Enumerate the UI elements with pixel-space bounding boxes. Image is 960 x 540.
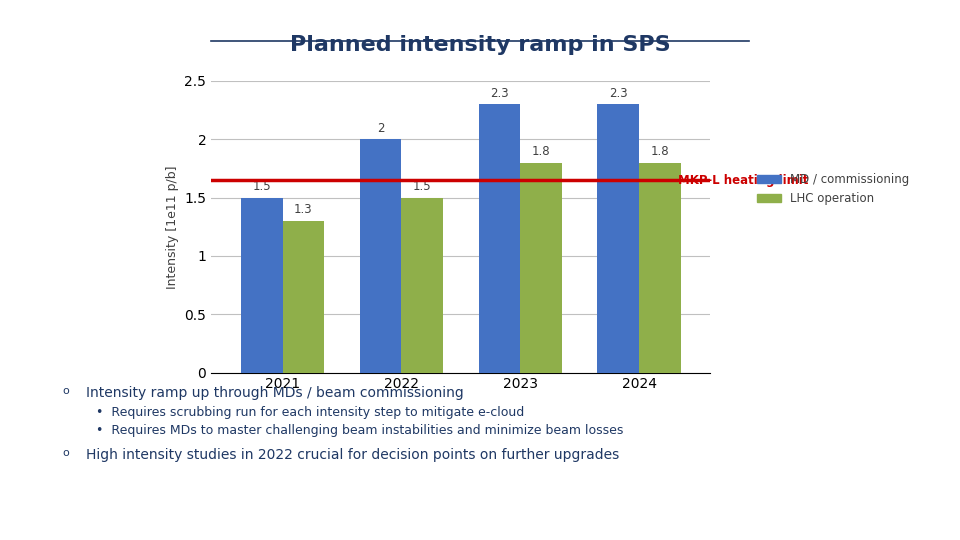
Text: IEFC, 9 October, 2020: IEFC, 9 October, 2020: [220, 504, 356, 517]
Bar: [241, 198, 282, 373]
Bar: [360, 139, 401, 373]
Text: CERN: CERN: [38, 503, 67, 513]
Text: High intensity studies in 2022 crucial for decision points on further upgrades: High intensity studies in 2022 crucial f…: [86, 448, 619, 462]
Text: o: o: [62, 448, 69, 458]
Text: Intensity ramp up through MDs / beam commissioning: Intensity ramp up through MDs / beam com…: [86, 386, 464, 400]
Text: 1.5: 1.5: [413, 180, 431, 193]
Text: 1.8: 1.8: [532, 145, 550, 158]
Text: •  Requires scrubbing run for each intensity step to mitigate e-cloud: • Requires scrubbing run for each intens…: [96, 406, 524, 419]
Text: 1.8: 1.8: [651, 145, 669, 158]
Bar: [520, 163, 562, 373]
Bar: [597, 104, 639, 373]
Text: 1.3: 1.3: [294, 203, 313, 217]
Text: Planned intensity ramp in SPS: Planned intensity ramp in SPS: [290, 35, 670, 55]
Text: H. Bartosik, G. Rumolo: H. Bartosik, G. Rumolo: [457, 504, 599, 517]
Bar: [401, 198, 443, 373]
Text: 2.3: 2.3: [609, 86, 628, 100]
Legend: MD / commissioning, LHC operation: MD / commissioning, LHC operation: [753, 168, 914, 210]
Bar: [479, 104, 520, 373]
Text: MKP-L heating limit: MKP-L heating limit: [678, 174, 808, 187]
Text: 2: 2: [377, 122, 384, 134]
Text: 2.3: 2.3: [491, 86, 509, 100]
Text: •  Requires MDs to master challenging beam instabilities and minimize beam losse: • Requires MDs to master challenging bea…: [96, 424, 623, 437]
Text: 1.5: 1.5: [252, 180, 271, 193]
Bar: [282, 221, 324, 373]
Text: o: o: [62, 386, 69, 396]
Y-axis label: Intensity [1e11 p/b]: Intensity [1e11 p/b]: [166, 165, 179, 288]
Bar: [639, 163, 681, 373]
Text: 5: 5: [899, 504, 906, 517]
